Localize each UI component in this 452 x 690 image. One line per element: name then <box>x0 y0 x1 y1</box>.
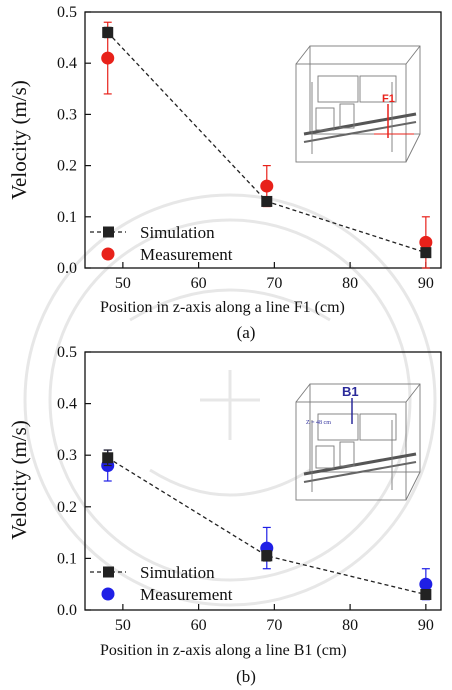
panel-a-xlabel: Position in z-axis along a line F1 (cm) <box>100 299 345 316</box>
panel-a-xtick-label: 50 <box>115 275 131 292</box>
panel-a-simulation-point <box>420 247 432 259</box>
panel-b-legend: Simulation Measurement <box>90 563 233 604</box>
panel-a-legend: Simulation Measurement <box>90 223 233 264</box>
panel-a-ytick-label: 0.4 <box>57 55 77 72</box>
panel-a-xtick-label: 60 <box>191 275 207 292</box>
panel-a-axes-frame <box>84 11 442 269</box>
panel-b-ytick-label: 0.5 <box>57 344 77 361</box>
panel-a-measurement-point <box>419 235 433 249</box>
panel-b-ytick-label: 0.1 <box>57 550 77 567</box>
panel-b-inset-sublabel: Z = 48 cm <box>306 420 331 426</box>
panel-b-inset-render: B1 Z = 48 cm <box>295 383 421 501</box>
panel-a-tag: (a) <box>237 323 256 342</box>
panel-a-ylabel: Velocity (m/s) <box>7 80 31 200</box>
panel-a-simulation-point <box>261 195 273 207</box>
panel-b-ytick-label: 0.0 <box>57 602 77 619</box>
panel-a-xtick-label: 90 <box>418 275 434 292</box>
panel-a-inset-render: F1 <box>295 45 421 163</box>
panel-b-xtick-label: 80 <box>342 617 358 634</box>
legend-measurement-marker <box>101 247 115 261</box>
legend-simulation-marker <box>103 566 114 578</box>
legend-measurement-label: Measurement <box>140 245 233 264</box>
panel-a-ytick-label: 0.2 <box>57 158 77 175</box>
panel-b-ytick-label: 0.2 <box>57 499 77 516</box>
panel-b-simulation-point <box>102 452 114 464</box>
panel-a-inset-label: F1 <box>382 93 395 105</box>
legend-measurement-marker <box>101 587 115 601</box>
panel-b-xtick-label: 70 <box>266 617 282 634</box>
panel-a-plot-area <box>101 21 433 269</box>
panel-a-ytick-label: 0.0 <box>57 260 77 277</box>
panel-b-xtick-label: 50 <box>115 617 131 634</box>
legend-simulation-label: Simulation <box>140 223 215 242</box>
panel-a-xtick-label: 70 <box>266 275 282 292</box>
panel-a: Velocity (m/s) Position in z-axis along … <box>7 4 442 342</box>
panel-a-simulation-line <box>107 32 427 254</box>
panel-a-ytick-label: 0.5 <box>57 4 77 21</box>
panel-a-ytick-label: 0.1 <box>57 209 77 226</box>
panel-b-xtick-label: 60 <box>191 617 207 634</box>
panel-a-ytick-label: 0.3 <box>57 106 77 123</box>
panel-a-xaxis: 50 60 70 80 90 <box>115 262 434 292</box>
legend-simulation-marker <box>103 226 114 238</box>
panel-b-ytick-label: 0.4 <box>57 396 77 413</box>
panel-b-simulation-line <box>107 457 427 596</box>
panel-b-inset-label: B1 <box>342 384 359 399</box>
panel-b-axes-frame <box>84 351 442 611</box>
panel-b-yaxis: 0.0 0.1 0.2 0.3 0.4 0.5 <box>57 344 91 619</box>
panel-b-simulation-point <box>261 550 273 562</box>
panel-a-measurement-point <box>260 179 274 193</box>
panel-b-tag: (b) <box>236 667 256 686</box>
panel-a-simulation-point <box>102 26 114 38</box>
panel-b-xlabel: Position in z-axis along a line B1 (cm) <box>100 642 347 659</box>
panel-b-measurement-point <box>419 577 433 591</box>
legend-simulation-label: Simulation <box>140 563 215 582</box>
panel-b-simulation-point <box>420 589 432 601</box>
panel-b-plot-area <box>101 449 433 601</box>
panel-b-xtick-label: 90 <box>418 617 434 634</box>
panel-a-xtick-label: 80 <box>342 275 358 292</box>
panel-b-ylabel: Velocity (m/s) <box>7 420 31 540</box>
panel-b-xaxis: 50 60 70 80 90 <box>115 604 434 634</box>
legend-measurement-label: Measurement <box>140 585 233 604</box>
panel-b-ytick-label: 0.3 <box>57 447 77 464</box>
panel-a-measurement-point <box>101 51 115 65</box>
panel-b: Velocity (m/s) Position in z-axis along … <box>7 344 442 686</box>
panel-a-yaxis: 0.0 0.1 0.2 0.3 0.4 0.5 <box>57 4 91 277</box>
